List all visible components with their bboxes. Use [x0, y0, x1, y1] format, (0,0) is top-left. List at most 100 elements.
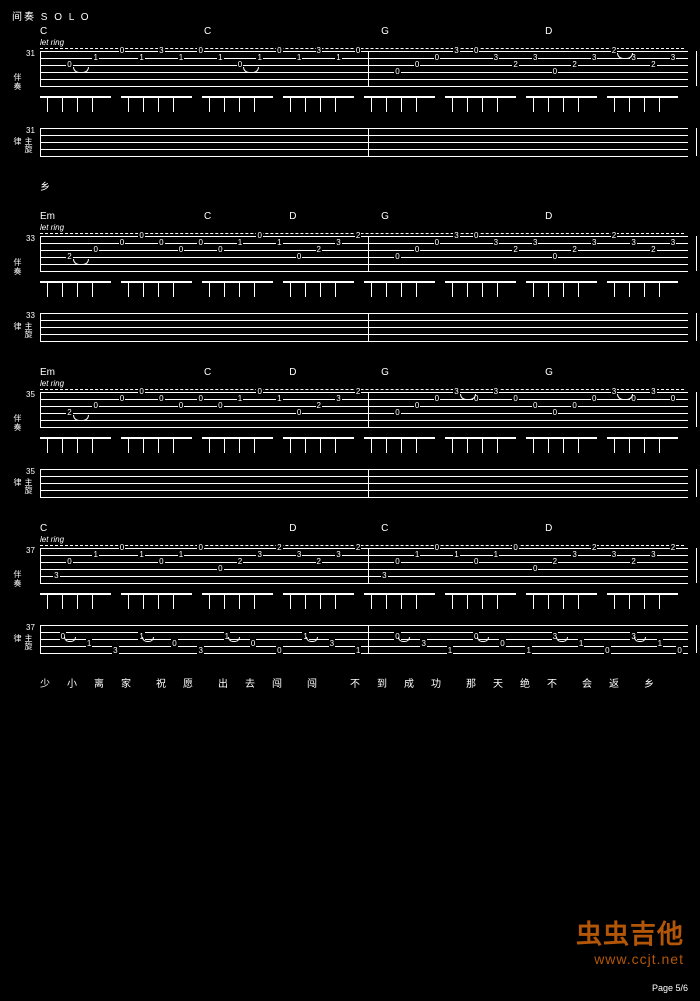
vocal-bar-number: 37	[26, 623, 35, 632]
vocal-note: 0	[499, 639, 505, 648]
watermark-url: www.ccjt.net	[576, 951, 684, 967]
chord-label: C	[204, 367, 211, 378]
fret-number: 2	[316, 402, 322, 409]
bar-number: 33	[26, 234, 35, 243]
let-ring-line	[40, 389, 684, 390]
fret-number: 3	[493, 239, 499, 246]
staff-label: 伴奏	[12, 73, 23, 91]
vocal-note: 3	[420, 639, 426, 648]
fret-number: 0	[197, 239, 203, 246]
technique-label: let ring	[40, 38, 688, 47]
vocal-bar-number: 31	[26, 126, 35, 135]
bar-number: 31	[26, 49, 35, 58]
lyric-char: 会	[582, 675, 595, 690]
vocal-note: 0	[250, 639, 256, 648]
fret-number: 0	[512, 544, 518, 551]
fret-number: 2	[237, 558, 243, 565]
vocal-note: 0	[676, 646, 682, 655]
fret-number: 0	[571, 402, 577, 409]
vocal-note: 3	[197, 646, 203, 655]
fret-number: 1	[178, 54, 184, 61]
fret-number: 2	[512, 246, 518, 253]
vocal-note: 0	[604, 646, 610, 655]
tab-staff: 伴奏31010131010101310000303230232323	[12, 51, 688, 112]
vocal-bar-number: 35	[26, 467, 35, 476]
fret-number: 1	[296, 54, 302, 61]
fret-number: 0	[119, 395, 125, 402]
fret-number: 3	[296, 551, 302, 558]
fret-number: 0	[217, 246, 223, 253]
lyric-char: 出	[218, 675, 231, 690]
technique-label: let ring	[40, 379, 688, 388]
vocal-note: 1	[578, 639, 584, 648]
watermark: 虫虫吉他 www.ccjt.net	[576, 914, 684, 967]
system-block: CDCDlet ring伴奏37010101002323232010101002…	[12, 523, 688, 690]
vocal-note: 1	[525, 646, 531, 655]
vocal-note: 0	[171, 639, 177, 648]
fret-number: 1	[138, 54, 144, 61]
tab-staff: 伴奏3701010100232323201010100232323233	[12, 548, 688, 609]
lyric-char: 不	[547, 675, 560, 690]
fret-number: 3	[571, 551, 577, 558]
vocal-label: 主旋律	[12, 137, 34, 155]
lyric-char: 闯	[272, 675, 285, 690]
fret-number: 3	[611, 551, 617, 558]
fret-number: 0	[473, 47, 479, 54]
fret-number: 0	[217, 402, 223, 409]
fret-number: 0	[473, 558, 479, 565]
chord-label: G	[381, 26, 389, 37]
fret-number: 2	[650, 246, 656, 253]
let-ring-line	[40, 233, 684, 234]
fret-number: 1	[414, 551, 420, 558]
system-block: EmCDGDlet ring伴奏332000000010102320003032…	[12, 211, 688, 349]
fret-number: 0	[119, 239, 125, 246]
fret-number: 0	[138, 232, 144, 239]
chord-label: C	[40, 26, 47, 37]
lyric-char: 返	[609, 675, 622, 690]
fret-number: 0	[394, 409, 400, 416]
fret-number: 3	[316, 47, 322, 54]
vocal-note: 3	[329, 639, 335, 648]
lyric-char: 绝	[520, 675, 533, 690]
fret-number: 0	[434, 239, 440, 246]
fret-number: 2	[552, 558, 558, 565]
fret-number: 0	[92, 246, 98, 253]
fret-number: 0	[119, 544, 125, 551]
fret-number: 0	[394, 558, 400, 565]
chord-label: G	[545, 367, 553, 378]
lyric-char: 那	[466, 675, 479, 690]
fret-number: 2	[630, 558, 636, 565]
fret-number: 0	[414, 246, 420, 253]
fret-number: 0	[197, 544, 203, 551]
lyric-char: 去	[245, 675, 258, 690]
vocal-staff: 主旋律35	[40, 469, 688, 505]
watermark-brand: 虫虫吉他	[576, 914, 684, 951]
rhythm-beams	[40, 96, 688, 112]
lyric-char: 到	[377, 675, 390, 690]
lyric-char: 闯	[307, 675, 320, 690]
fret-number: 1	[178, 551, 184, 558]
fret-number: 0	[473, 232, 479, 239]
chord-label: D	[545, 523, 552, 534]
fret-number: 2	[611, 47, 617, 54]
fret-number: 3	[381, 572, 387, 579]
fret-number: 0	[296, 253, 302, 260]
fret-number: 0	[394, 68, 400, 75]
staff-label: 伴奏	[12, 570, 23, 588]
fret-number: 0	[158, 395, 164, 402]
chord-label: C	[381, 523, 388, 534]
fret-number: 3	[256, 551, 262, 558]
tab-staff: 伴奏33200000001010232000303230232323	[12, 236, 688, 297]
chord-label: G	[381, 367, 389, 378]
section-title: 间奏 S O L O	[12, 8, 688, 23]
let-ring-line	[40, 545, 684, 546]
fret-number: 0	[434, 544, 440, 551]
vocal-note: 3	[112, 646, 118, 655]
fret-number: 2	[650, 61, 656, 68]
fret-number: 0	[178, 246, 184, 253]
fret-number: 2	[66, 409, 72, 416]
fret-number: 0	[512, 395, 518, 402]
vocal-bar-number: 33	[26, 311, 35, 320]
fret-number: 0	[552, 253, 558, 260]
fret-number: 0	[591, 395, 597, 402]
